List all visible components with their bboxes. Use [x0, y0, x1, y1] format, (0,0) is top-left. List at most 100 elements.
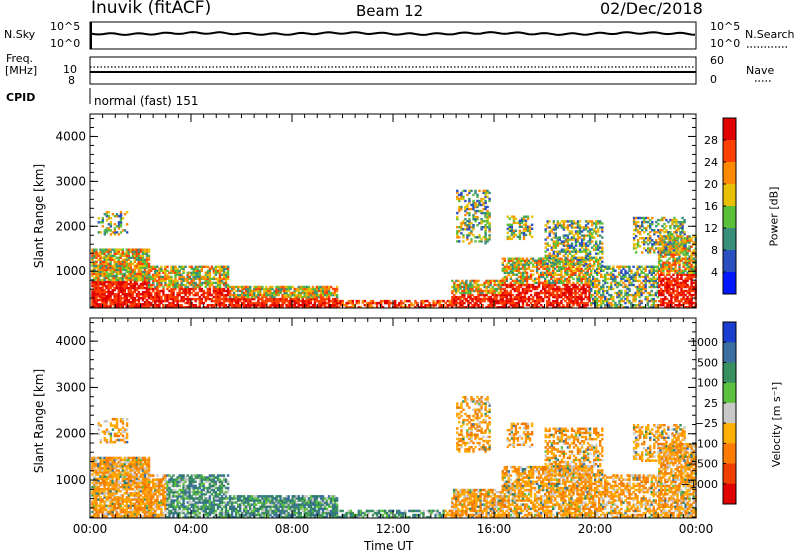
data-cell: [293, 297, 296, 301]
data-cell: [542, 297, 545, 301]
data-cell: [93, 260, 96, 263]
data-cell: [465, 283, 468, 287]
data-cell: [507, 267, 510, 270]
data-cell: [692, 285, 695, 289]
data-cell: [520, 225, 524, 228]
data-cell: [422, 299, 425, 303]
data-cell: [560, 299, 563, 303]
data-cell: [214, 273, 218, 276]
data-cell: [109, 299, 112, 302]
data-cell: [109, 301, 112, 304]
data-cell: [305, 289, 308, 293]
data-cell: [162, 271, 165, 274]
data-cell: [166, 285, 169, 289]
data-cell: [618, 306, 621, 309]
data-cell: [683, 218, 686, 222]
data-cell: [141, 282, 145, 286]
data-cell: [468, 213, 471, 217]
data-cell: [164, 293, 167, 297]
data-cell: [107, 217, 111, 220]
data-cell: [198, 277, 201, 281]
data-cell: [111, 270, 114, 274]
data-cell: [285, 289, 288, 293]
data-cell: [463, 285, 466, 289]
data-cell: [208, 291, 212, 295]
data-cell: [596, 291, 599, 295]
data-cell: [275, 293, 278, 297]
data-cell: [664, 301, 667, 305]
data-cell: [237, 297, 240, 301]
data-cell: [560, 275, 563, 279]
data-cell: [230, 297, 234, 301]
data-cell: [453, 304, 456, 307]
data-cell: [180, 273, 183, 276]
data-cell: [662, 261, 665, 264]
data-cell: [620, 275, 623, 279]
data-cell: [129, 266, 132, 270]
data-cell: [564, 256, 568, 259]
data-cell: [676, 243, 679, 246]
data-cell: [204, 281, 207, 285]
data-cell: [331, 297, 335, 301]
data-cell: [634, 293, 637, 297]
data-cell: [499, 291, 502, 295]
data-cell: [232, 287, 236, 291]
data-cell: [678, 283, 681, 287]
data-cell: [655, 243, 658, 246]
data-cell: [303, 291, 306, 295]
data-cell: [531, 295, 535, 299]
data-cell: [471, 289, 474, 293]
data-cell: [681, 226, 684, 230]
data-cell: [548, 252, 551, 255]
data-cell: [574, 248, 578, 251]
data-cell: [588, 262, 592, 265]
data-cell: [546, 267, 549, 270]
data-cell: [596, 267, 599, 270]
data-cell: [626, 295, 629, 299]
data-cell: [582, 234, 586, 237]
data-cell: [277, 287, 280, 291]
data-cell: [339, 299, 342, 303]
data-cell: [224, 297, 228, 301]
data-cell: [582, 287, 585, 291]
data-cell: [535, 301, 539, 305]
data-cell: [113, 282, 116, 286]
data-cell: [305, 301, 308, 305]
data-cell: [468, 224, 471, 227]
data-cell: [650, 285, 653, 289]
data-cell: [184, 279, 187, 283]
data-cell: [566, 250, 570, 253]
data-cell: [459, 306, 462, 309]
data-cell: [137, 250, 141, 253]
data-cell: [121, 278, 124, 282]
data-cell: [602, 299, 605, 303]
data-cell: [649, 239, 652, 242]
data-cell: [123, 264, 126, 268]
data-cell: [676, 299, 679, 303]
data-cell: [335, 289, 339, 293]
data-cell: [459, 285, 462, 289]
data-cell: [630, 281, 633, 285]
data-cell: [582, 273, 585, 276]
data-cell: [285, 295, 288, 299]
data-cell: [537, 279, 541, 283]
data-cell: [690, 259, 693, 262]
data-cell: [640, 289, 643, 293]
data-cell: [143, 248, 147, 251]
data-cell: [214, 291, 218, 295]
data-cell: [531, 297, 535, 301]
data-cell: [245, 295, 248, 299]
data-cell: [461, 279, 464, 283]
data-cell: [574, 238, 578, 241]
data-cell: [537, 301, 541, 305]
data-cell: [518, 219, 522, 222]
data-cell: [659, 218, 662, 222]
data-cell: [451, 306, 454, 309]
data-cell: [564, 306, 567, 309]
data-cell: [139, 286, 143, 290]
data-cell: [506, 223, 509, 226]
data-cell: [548, 230, 551, 233]
data-cell: [154, 273, 157, 276]
data-cell: [515, 297, 519, 301]
data-cell: [158, 273, 161, 276]
